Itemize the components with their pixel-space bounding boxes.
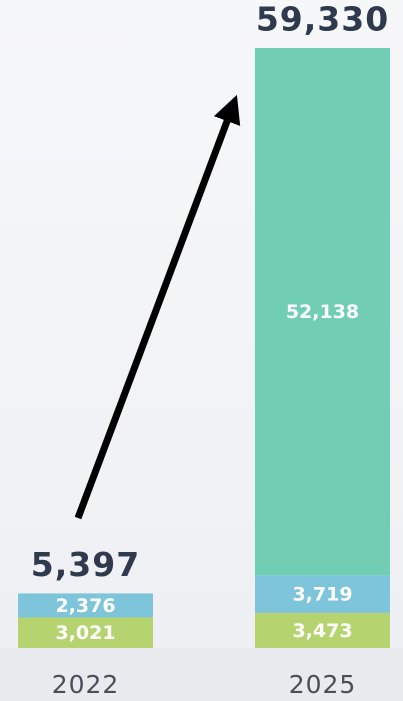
segment-label: 2,376: [55, 595, 115, 617]
axis-strip: [0, 648, 403, 701]
bar-segment: [255, 575, 390, 613]
segment-label: 3,473: [292, 620, 352, 642]
total-label: 5,397: [31, 545, 140, 584]
segment-label: 3,021: [55, 622, 115, 644]
x-tick-label: 2025: [289, 670, 357, 699]
bar-segment: [18, 617, 153, 648]
bar-segment: [255, 612, 390, 648]
total-label: 59,330: [256, 0, 389, 39]
x-tick-label: 2022: [52, 670, 120, 699]
segment-label: 52,138: [286, 301, 359, 323]
growth-arrow: [74, 94, 241, 520]
segment-label: 3,719: [292, 584, 352, 606]
bar-segment: [255, 48, 390, 576]
bar-segment: [18, 593, 153, 618]
